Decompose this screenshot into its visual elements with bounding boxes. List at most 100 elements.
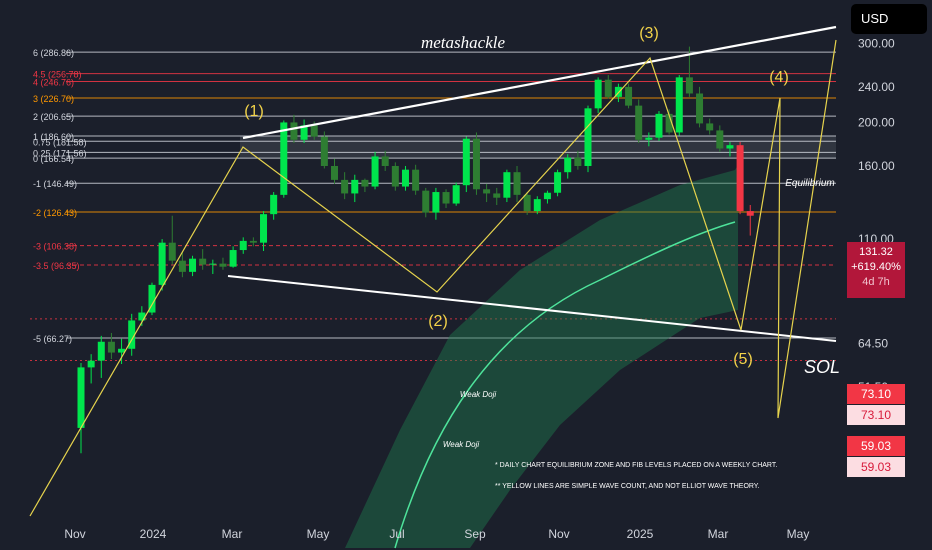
- candle: [270, 192, 278, 220]
- candle-body: [249, 240, 257, 243]
- candle-body: [483, 189, 491, 194]
- candle-body: [391, 165, 399, 187]
- candle-body: [138, 312, 146, 321]
- candle-body: [533, 199, 541, 212]
- candle-body: [118, 348, 126, 353]
- moving-average-band: [345, 165, 738, 549]
- y-tick-label: 64.50: [858, 336, 888, 350]
- y-tick-label: 200.00: [858, 115, 895, 129]
- candle: [432, 187, 440, 220]
- candle: [229, 246, 237, 268]
- candle: [726, 141, 734, 157]
- candle: [401, 165, 409, 191]
- candle: [361, 178, 369, 193]
- fib-label: 6 (286.86): [33, 48, 74, 58]
- x-tick-label: Jul: [389, 527, 404, 541]
- candle-body: [503, 172, 511, 198]
- x-tick-label: 2025: [627, 527, 654, 541]
- candle: [543, 190, 551, 204]
- x-tick-label: Mar: [708, 527, 729, 541]
- candle: [675, 75, 683, 136]
- candle: [594, 77, 602, 113]
- candle-body: [706, 123, 714, 131]
- candle-body: [87, 360, 95, 368]
- candle-body: [189, 258, 197, 272]
- candle: [655, 111, 663, 141]
- candle: [452, 182, 460, 206]
- wave-count-line: [29, 39, 837, 517]
- candle-body: [331, 165, 338, 180]
- candle-body: [543, 192, 551, 200]
- candle: [97, 335, 105, 378]
- candle-body: [625, 86, 633, 106]
- candle: [483, 183, 491, 203]
- candle: [635, 99, 643, 144]
- candle: [706, 118, 714, 135]
- candle: [716, 125, 724, 152]
- fib-label: -3.5 (96.35): [33, 261, 80, 271]
- candle-body: [452, 185, 460, 204]
- chart-note: ** YELLOW LINES ARE SIMPLE WAVE COUNT, A…: [495, 483, 760, 490]
- candle: [118, 338, 126, 364]
- candle: [331, 158, 338, 184]
- x-tick-label: May: [787, 527, 810, 541]
- candle: [625, 83, 633, 109]
- candle: [746, 205, 754, 236]
- candle-body: [665, 113, 673, 133]
- equilibrium-band: [240, 135, 836, 159]
- candles: [77, 46, 754, 454]
- candle-body: [219, 263, 227, 267]
- symbol-label: SOL: [804, 357, 840, 377]
- candle-body: [341, 179, 349, 194]
- trend-lines: [29, 25, 837, 517]
- candle: [696, 86, 704, 128]
- candle: [554, 169, 562, 197]
- candle-body: [260, 214, 268, 243]
- fib-label: 0.75 (181.58): [33, 137, 87, 147]
- fib-label: -5 (66.27): [33, 334, 72, 344]
- candle-body: [462, 138, 470, 186]
- wave-label: (3): [639, 25, 659, 42]
- fib-label: -2 (126.43): [33, 208, 77, 218]
- candle: [503, 169, 511, 203]
- candle-body: [107, 341, 115, 353]
- doji-label: Weak Doji: [460, 390, 497, 399]
- currency-button[interactable]: USD: [851, 4, 927, 34]
- candle-body: [199, 258, 207, 265]
- candle-body: [178, 260, 186, 272]
- candle-body: [523, 194, 531, 212]
- candle-body: [635, 105, 643, 140]
- candle: [513, 165, 521, 203]
- x-tick-label: Sep: [464, 527, 486, 541]
- candle: [260, 211, 268, 251]
- candle: [249, 237, 257, 247]
- fib-label: 0.25 (171.56): [33, 148, 87, 158]
- candle: [533, 196, 541, 215]
- doji-level-tag: 59.03: [847, 457, 905, 477]
- candle: [77, 362, 85, 454]
- candle: [300, 119, 308, 144]
- candle-body: [239, 240, 247, 251]
- candle: [422, 187, 430, 218]
- candle: [523, 192, 531, 215]
- y-tick-label: 240.00: [858, 80, 895, 94]
- candle-body: [381, 156, 389, 166]
- candle: [280, 120, 288, 198]
- x-tick-label: Nov: [64, 527, 85, 541]
- candle: [189, 255, 197, 277]
- candle-body: [493, 193, 501, 198]
- fib-label: 4.5 (256.78): [33, 70, 82, 80]
- candle: [604, 75, 612, 99]
- candle-body: [401, 169, 409, 187]
- candle: [107, 332, 115, 360]
- candle: [239, 237, 247, 254]
- candle-body: [300, 125, 308, 140]
- candle-body: [564, 157, 572, 173]
- x-tick-label: 2024: [140, 527, 167, 541]
- candle-body: [513, 172, 521, 195]
- fib-label: 3 (226.70): [33, 94, 74, 104]
- last-price-badge: 131.32 +619.40% 4d 7h: [847, 242, 905, 298]
- candle: [341, 172, 349, 200]
- chart-note: * DAILY CHART EQUILIBRIUM ZONE AND FIB L…: [495, 462, 777, 469]
